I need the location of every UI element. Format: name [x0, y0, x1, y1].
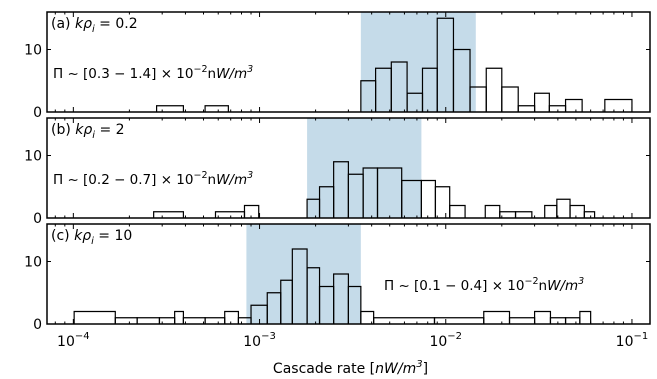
- x-tick-label: 10−4: [57, 331, 90, 350]
- histogram-bar: [182, 317, 206, 324]
- histogram-bar: [433, 317, 485, 324]
- histogram-bar: [564, 317, 581, 324]
- histogram-bar: [449, 204, 466, 218]
- cascade-rate-annotation: Π ~ [0.2 − 0.7] × 10−2nW/m3: [53, 170, 253, 188]
- cascade-rate-annotation: Π ~ [0.3 − 1.4] × 10−2nW/m3: [53, 64, 253, 82]
- axes-frame: [46, 117, 651, 219]
- histogram-bar: [214, 211, 246, 218]
- histogram-bar: [533, 310, 552, 324]
- histogram-bar: [579, 310, 592, 324]
- histogram-bar: [508, 317, 536, 324]
- histogram-bar: [452, 48, 471, 112]
- histogram-bar: [514, 211, 533, 218]
- y-tick-label: 10: [24, 255, 42, 271]
- histogram-bar: [114, 317, 138, 324]
- histogram-bar: [569, 204, 585, 218]
- x-tick-label: 10−1: [616, 331, 649, 350]
- histogram-bar: [204, 317, 226, 324]
- panel-2: 0 10 (c) kρi = 10 Π ~ [0.1 − 0.4] × 10−2nW/…: [24, 223, 651, 333]
- histogram-bar: [564, 98, 583, 112]
- histogram-bar: [583, 211, 596, 218]
- histogram-bar: [517, 105, 536, 112]
- axes-frame: [46, 223, 651, 325]
- histogram-bar: [544, 204, 558, 218]
- histogram-bar: [485, 67, 503, 112]
- shaded-range: [360, 12, 476, 112]
- histogram-bar: [556, 198, 571, 218]
- y-tick-label: 10: [24, 43, 42, 59]
- histogram-bar: [347, 285, 362, 324]
- panel-title: (a) kρi = 0.2: [51, 16, 138, 35]
- histogram-bar: [204, 105, 229, 112]
- histogram-bar: [604, 98, 633, 112]
- histogram-bar: [174, 310, 184, 324]
- panel-1: 0 10 (b) kρi = 2 Π ~ [0.2 − 0.7] × 10−2nW/m…: [24, 117, 651, 227]
- panel-title: (c) kρi = 10: [51, 228, 132, 247]
- histogram-bar: [224, 310, 240, 324]
- panel-0: 0 10 (a) kρi = 0.2 Π ~ [0.3 − 1.4] × 10−2nW…: [24, 11, 651, 121]
- y-tick-label: 10: [24, 149, 42, 165]
- histogram-bar: [501, 86, 519, 112]
- histogram-bar: [156, 105, 184, 112]
- histogram-bar: [73, 310, 116, 324]
- histogram-bar: [484, 204, 501, 218]
- histogram-bar: [153, 211, 184, 218]
- histogram-bar: [420, 179, 437, 218]
- histogram-bar: [390, 61, 408, 112]
- x-axis-label: Cascade rate [nW/m3]: [273, 359, 428, 377]
- histogram-bar: [533, 92, 550, 112]
- histogram-bar: [434, 186, 451, 218]
- x-tick-label: 10−3: [243, 331, 276, 350]
- y-tick-label: 0: [33, 211, 42, 227]
- x-tick-label: 10−2: [429, 331, 462, 350]
- panel-title: (b) kρi = 2: [51, 122, 125, 141]
- y-tick-label: 0: [33, 317, 42, 333]
- axes-frame: [46, 11, 651, 113]
- y-tick-label: 0: [33, 105, 42, 121]
- cascade-rate-annotation: Π ~ [0.1 − 0.4] × 10−2nW/m3: [384, 276, 584, 294]
- histogram-bar: [136, 317, 161, 324]
- histogram-bar: [483, 310, 511, 324]
- histogram-bar: [243, 204, 260, 218]
